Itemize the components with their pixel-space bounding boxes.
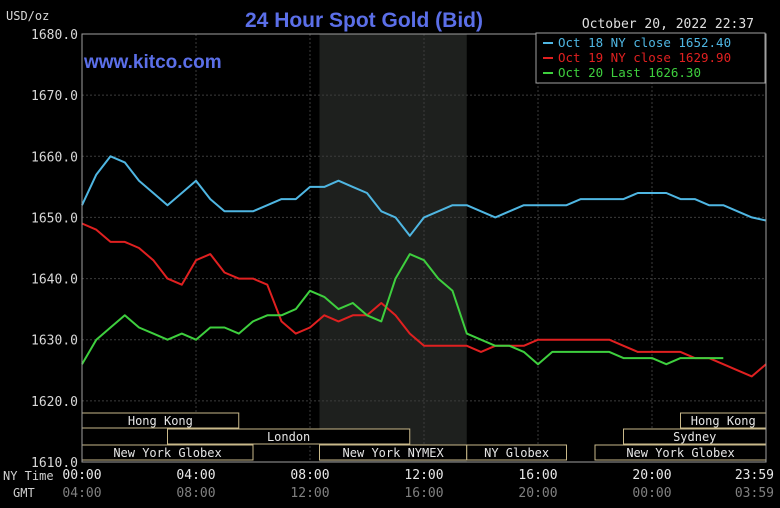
chart-title: 24 Hour Spot Gold (Bid): [245, 9, 483, 32]
x-tick-label-ny: 20:00: [632, 468, 671, 483]
session-label: London: [267, 430, 310, 444]
x-tick-label-ny: 00:00: [62, 468, 101, 483]
x-tick-label-gmt: 20:00: [518, 486, 557, 501]
price-series: [81, 155, 767, 378]
market-sessions: Hong Kong Hong Kong London Sydney New York G…: [81, 412, 767, 461]
session-label: Hong Kong: [691, 414, 756, 428]
x-tick-label-ny: 08:00: [290, 468, 329, 483]
series-line: [81, 222, 767, 378]
x-tick-label-ny: 04:00: [176, 468, 215, 483]
legend-entry: Oct 18 NY close 1652.40: [558, 35, 731, 50]
y-axis: 1680.0 1670.0 1660.0 1650.0 1640.0 1630.0 1620…: [31, 28, 78, 471]
session-box: [466, 444, 567, 461]
session-label: Sydney: [673, 430, 716, 444]
x-tick-label-gmt: 04:00: [62, 486, 101, 501]
x-axis: 00:00 04:00 04:00 08:00 08:00 12:00 12:00 16:00…: [62, 468, 774, 501]
y-tick-label: 1610.0: [31, 456, 78, 471]
series-line: [81, 253, 724, 366]
y-tick-label: 1640.0: [31, 273, 78, 288]
y-tick-label: 1650.0: [31, 211, 78, 226]
x-tick-label-ny: 23:59: [735, 468, 774, 483]
x-tick-label-gmt: 00:00: [632, 486, 671, 501]
shaded-session: [319, 34, 467, 462]
y-tick-label: 1680.0: [31, 28, 78, 43]
session-label: New York Globex: [113, 446, 221, 460]
ny-time-label: NY Time: [3, 469, 54, 483]
x-tick-label-gmt: 03:59: [735, 486, 774, 501]
x-tick-label-ny: 12:00: [404, 468, 443, 483]
series-line: [81, 155, 767, 237]
session-box: [167, 428, 411, 445]
y-tick-label: 1620.0: [31, 395, 78, 410]
unit-label: USD/oz: [6, 9, 49, 23]
session-label: New York Globex: [626, 446, 734, 460]
gmt-label: GMT: [13, 486, 35, 500]
session-label: New York NYMEX: [343, 446, 445, 460]
legend-entry: Oct 19 NY close 1629.90: [558, 50, 731, 65]
x-tick-label-ny: 16:00: [518, 468, 557, 483]
x-tick-label-gmt: 12:00: [290, 486, 329, 501]
y-tick-label: 1670.0: [31, 89, 78, 104]
session-label: Hong Kong: [128, 414, 193, 428]
x-tick-label-gmt: 08:00: [176, 486, 215, 501]
legend-entry: Oct 20 Last 1626.30: [558, 65, 701, 80]
y-tick-label: 1660.0: [31, 150, 78, 165]
session-label: NY Globex: [484, 446, 549, 460]
plot-frame: [81, 33, 767, 463]
plot-area: [319, 34, 467, 462]
y-tick-label: 1630.0: [31, 334, 78, 349]
x-tick-label-gmt: 16:00: [404, 486, 443, 501]
legend-box: [535, 32, 766, 84]
website-label: www.kitco.com: [83, 52, 222, 73]
timestamp: October 20, 2022 22:37: [582, 17, 754, 32]
